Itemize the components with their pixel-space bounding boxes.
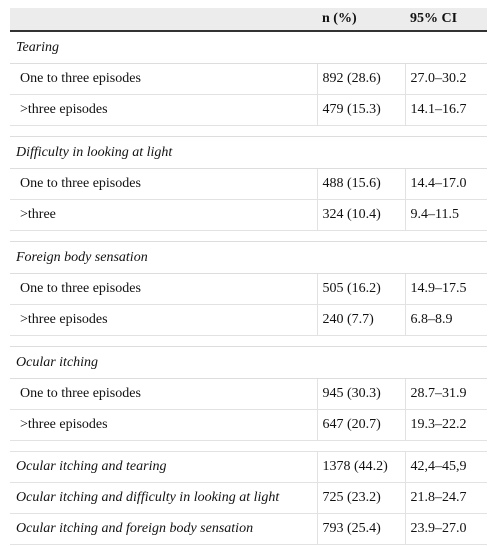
data-row: >three 324 (10.4) 9.4–11.5 [10,199,487,231]
cell: 14.4–17.0 [404,168,487,200]
data-row: One to three episodes 505 (16.2) 14.9–17.5 [10,273,487,305]
cell: 19.3–22.2 [404,409,487,441]
section-row: Ocular itching [10,346,487,379]
cell: 647 (20.7) [316,409,406,441]
data-table: n (%) 95% CI Tearing One to three episode… [10,8,487,545]
cell: 14.9–17.5 [404,273,487,305]
row-label: One to three episodes [10,63,318,95]
data-row: Ocular itching and difficulty in looking… [10,482,487,514]
data-row: One to three episodes 892 (28.6) 27.0–30.2 [10,63,487,95]
row-label: One to three episodes [10,273,318,305]
row-label: Ocular itching and tearing [10,451,318,483]
cell: 42,4–45,9 [404,451,487,483]
spacer-cell [10,231,487,242]
spacer-row [10,441,487,452]
section-title: Difficulty in looking at light [10,136,487,169]
row-label: One to three episodes [10,168,318,200]
data-row: One to three episodes 488 (15.6) 14.4–17.0 [10,168,487,200]
header-row: n (%) 95% CI [10,8,487,32]
cell: 21.8–24.7 [404,482,487,514]
cell: 793 (25.4) [316,513,406,545]
section-row: Difficulty in looking at light [10,136,487,169]
cell: 479 (15.3) [316,94,406,126]
header-cell: n (%) [317,8,405,32]
spacer-row [10,231,487,242]
row-label: >three episodes [10,304,318,336]
section-row: Foreign body sensation [10,241,487,274]
cell: 9.4–11.5 [404,199,487,231]
row-label: >three episodes [10,409,318,441]
row-label: >three [10,199,318,231]
cell: 27.0–30.2 [404,63,487,95]
row-label: >three episodes [10,94,318,126]
cell: 892 (28.6) [316,63,406,95]
data-row: Ocular itching and foreign body sensatio… [10,513,487,545]
data-row: One to three episodes 945 (30.3) 28.7–31.9 [10,378,487,410]
spacer-row [10,336,487,347]
cell: 14.1–16.7 [404,94,487,126]
row-label: Ocular itching and foreign body sensatio… [10,513,318,545]
section-title: Ocular itching [10,346,487,379]
cell: 1378 (44.2) [316,451,406,483]
spacer-cell [10,336,487,347]
header-cell: 95% CI [405,8,487,32]
cell: 505 (16.2) [316,273,406,305]
cell: 725 (23.2) [316,482,406,514]
section-title: Tearing [10,30,487,64]
section-title: Foreign body sensation [10,241,487,274]
cell: 6.8–8.9 [404,304,487,336]
data-row: >three episodes 479 (15.3) 14.1–16.7 [10,94,487,126]
spacer-cell [10,441,487,452]
cell: 23.9–27.0 [404,513,487,545]
header-empty [10,8,317,32]
cell: 240 (7.7) [316,304,406,336]
spacer-cell [10,126,487,137]
cell: 28.7–31.9 [404,378,487,410]
data-row: >three episodes 240 (7.7) 6.8–8.9 [10,304,487,336]
spacer-row [10,126,487,137]
cell: 324 (10.4) [316,199,406,231]
data-row: Ocular itching and tearing 1378 (44.2) 42,… [10,451,487,483]
data-row: >three episodes 647 (20.7) 19.3–22.2 [10,409,487,441]
section-row: Tearing [10,30,487,64]
row-label: Ocular itching and difficulty in looking… [10,482,318,514]
cell: 945 (30.3) [316,378,406,410]
cell: 488 (15.6) [316,168,406,200]
row-label: One to three episodes [10,378,318,410]
